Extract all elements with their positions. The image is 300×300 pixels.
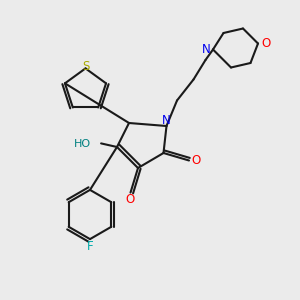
Text: N: N	[202, 43, 211, 56]
Text: O: O	[192, 154, 201, 167]
Text: S: S	[82, 59, 89, 73]
Text: N: N	[162, 114, 171, 127]
Text: F: F	[87, 240, 93, 253]
Text: HO: HO	[74, 139, 91, 149]
Text: O: O	[126, 193, 135, 206]
Text: O: O	[261, 37, 270, 50]
